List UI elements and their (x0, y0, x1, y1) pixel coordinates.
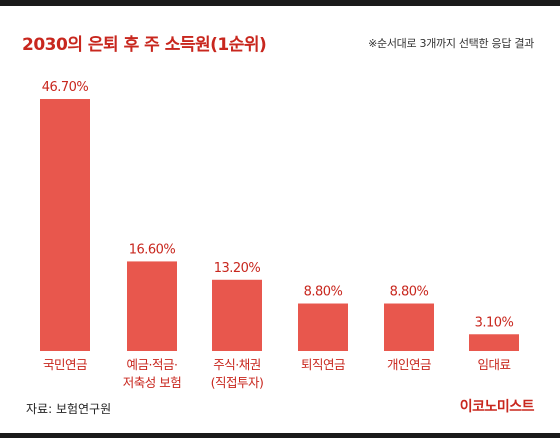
bar-1 (127, 261, 177, 351)
category-label-3-0: 퇴직연금 (301, 357, 345, 372)
bar-4 (384, 303, 434, 351)
category-label-2-0: 주식·채권 (213, 357, 260, 372)
bar-5 (469, 334, 519, 351)
value-label-0: 46.70% (42, 80, 89, 95)
value-label-2: 13.20% (214, 261, 261, 276)
brand-logo: 이코노미스트 (459, 399, 535, 415)
chart-note: ※순서대로 3개까지 선택한 응답 결과 (368, 37, 534, 50)
bottom-border (0, 433, 560, 438)
source-label: 자료: 보험연구원 (26, 402, 112, 416)
category-label-5-0: 임대료 (477, 357, 510, 372)
category-label-0-0: 국민연금 (43, 357, 87, 372)
bar-2 (212, 279, 262, 351)
category-label-1-0: 예금·적금· (127, 357, 178, 372)
bar-3 (298, 303, 348, 351)
top-border (0, 0, 560, 6)
value-label-4: 8.80% (390, 285, 429, 300)
value-label-5: 3.10% (475, 315, 514, 330)
category-label-1-1: 저축성 보험 (123, 375, 181, 390)
value-label-3: 8.80% (304, 285, 343, 300)
category-label-2-1: (직접투자) (211, 375, 264, 390)
chart-title: 2030의 은퇴 후 주 소득원(1순위) (22, 35, 267, 55)
bar-0 (40, 99, 90, 351)
category-label-4-0: 개인연금 (387, 357, 431, 372)
value-label-1: 16.60% (129, 242, 176, 257)
